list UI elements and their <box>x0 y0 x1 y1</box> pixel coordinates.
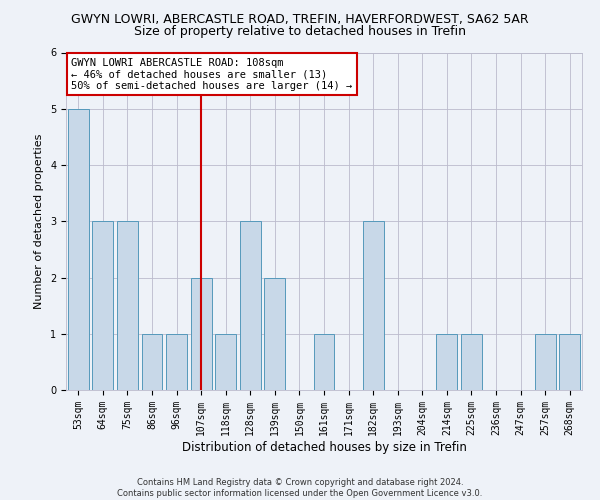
Bar <box>265 278 286 390</box>
Text: GWYN LOWRI ABERCASTLE ROAD: 108sqm
← 46% of detached houses are smaller (13)
50%: GWYN LOWRI ABERCASTLE ROAD: 108sqm ← 46%… <box>71 58 352 91</box>
Bar <box>117 221 138 390</box>
Bar <box>436 334 457 390</box>
Bar <box>314 334 334 390</box>
Bar <box>215 334 236 390</box>
X-axis label: Distribution of detached houses by size in Trefin: Distribution of detached houses by size … <box>182 440 466 454</box>
Bar <box>461 334 482 390</box>
Bar <box>240 221 261 390</box>
Bar <box>166 334 187 390</box>
Y-axis label: Number of detached properties: Number of detached properties <box>34 134 44 309</box>
Bar <box>559 334 580 390</box>
Bar <box>92 221 113 390</box>
Bar <box>68 109 89 390</box>
Bar <box>142 334 163 390</box>
Bar <box>535 334 556 390</box>
Text: GWYN LOWRI, ABERCASTLE ROAD, TREFIN, HAVERFORDWEST, SA62 5AR: GWYN LOWRI, ABERCASTLE ROAD, TREFIN, HAV… <box>71 12 529 26</box>
Bar <box>362 221 383 390</box>
Bar <box>191 278 212 390</box>
Text: Size of property relative to detached houses in Trefin: Size of property relative to detached ho… <box>134 25 466 38</box>
Text: Contains HM Land Registry data © Crown copyright and database right 2024.
Contai: Contains HM Land Registry data © Crown c… <box>118 478 482 498</box>
